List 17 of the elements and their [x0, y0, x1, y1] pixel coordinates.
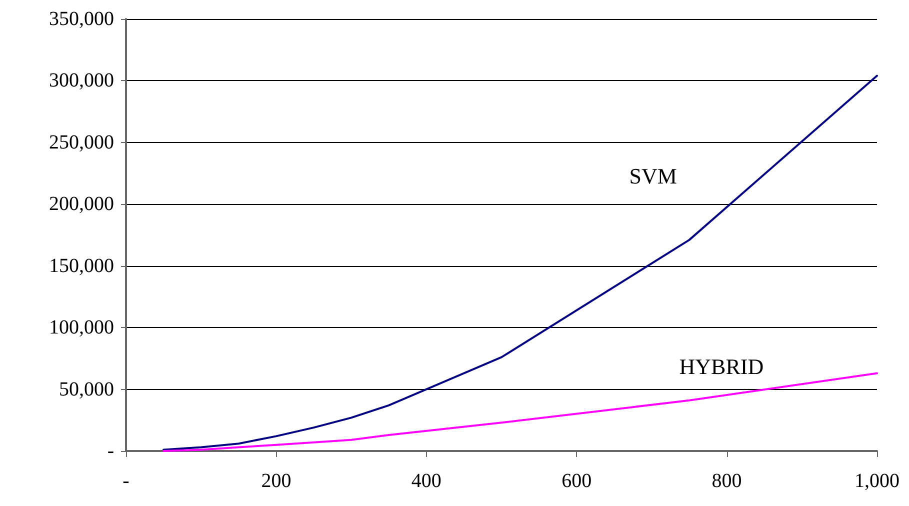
y-tick-label: 50,000 [59, 378, 114, 400]
text: SVM [629, 163, 677, 188]
x-tick-label: 1,000 [854, 470, 900, 492]
y-tick-label: 300,000 [49, 70, 114, 92]
y-tick-label: 350,000 [49, 8, 114, 30]
y-tick-label: 100,000 [49, 316, 114, 339]
y-tick-label: 150,000 [49, 254, 114, 277]
x-tick-label: - [122, 470, 130, 492]
series-label: HYBRID [679, 354, 764, 379]
x-tick-label: 800 [712, 470, 742, 492]
x-tick-label: 200 [261, 470, 292, 492]
y-tick-label: 250,000 [49, 131, 114, 154]
x-tick-label: 600 [562, 470, 592, 492]
y-tick-label: 200,000 [49, 193, 114, 216]
y-tick-label: - [107, 440, 114, 462]
x-tick-label: 400 [411, 470, 442, 492]
line-series [162, 74, 878, 451]
